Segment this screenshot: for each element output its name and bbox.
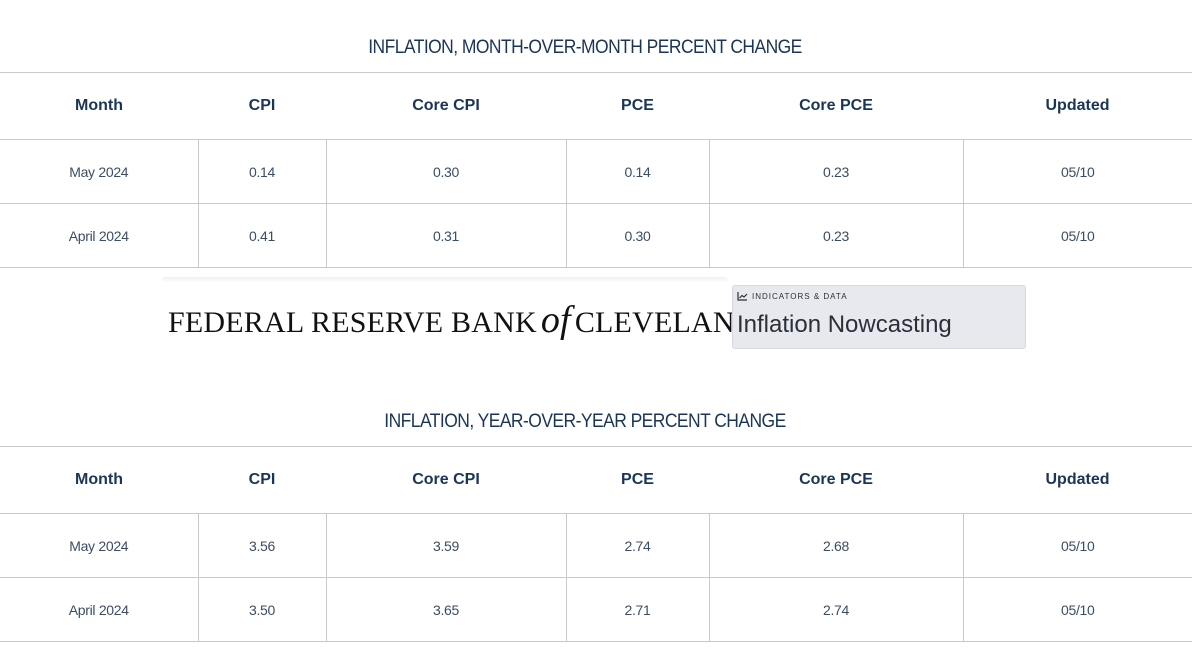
column-header-updated: Updated: [963, 72, 1192, 140]
column-header-core-cpi: Core CPI: [326, 446, 566, 514]
column-header-core-pce: Core PCE: [709, 446, 963, 514]
cell-month: May 2024: [0, 139, 198, 204]
year-over-year-title: INFLATION, YEAR-OVER-YEAR PERCENT CHANGE: [384, 411, 786, 432]
cell-updated: 05/10: [962, 203, 1192, 268]
cell-pce: 2.71: [565, 577, 709, 642]
column-header-pce: PCE: [566, 72, 709, 140]
badge-kicker: INDICATORS & DATA: [737, 292, 848, 301]
column-header-month: Month: [0, 446, 198, 514]
cell-updated: 05/10: [962, 577, 1192, 642]
cell-cpi: 0.41: [197, 203, 326, 268]
cell-month: April 2024: [0, 203, 198, 268]
cell-core-cpi: 0.30: [325, 139, 566, 204]
cell-core-cpi: 3.59: [325, 513, 566, 578]
cell-core-pce: 2.68: [708, 513, 963, 578]
table-header-row: Month CPI Core CPI PCE Core PCE Updated: [0, 446, 1192, 514]
table-header-row: Month CPI Core CPI PCE Core PCE Updated: [0, 72, 1192, 140]
cell-core-pce: 0.23: [708, 139, 963, 204]
column-header-updated: Updated: [963, 446, 1192, 514]
cell-updated: 05/10: [962, 513, 1192, 578]
badge-kicker-label: INDICATORS & DATA: [752, 292, 848, 301]
cell-pce: 0.30: [565, 203, 709, 268]
column-header-core-pce: Core PCE: [709, 72, 963, 140]
column-header-month: Month: [0, 72, 198, 140]
cell-month: April 2024: [0, 577, 198, 642]
column-header-cpi: CPI: [198, 446, 326, 514]
month-over-month-title: INFLATION, MONTH-OVER-MONTH PERCENT CHAN…: [368, 37, 802, 58]
cell-core-pce: 2.74: [708, 577, 963, 642]
cell-pce: 0.14: [565, 139, 709, 204]
cell-core-pce: 0.23: [708, 203, 963, 268]
cell-updated: 05/10: [962, 139, 1192, 204]
cell-cpi: 0.14: [197, 139, 326, 204]
column-header-core-cpi: Core CPI: [326, 72, 566, 140]
line-chart-icon: [737, 292, 748, 301]
badge-title: Inflation Nowcasting: [737, 311, 952, 338]
logo-strip: [162, 277, 728, 283]
cell-pce: 2.74: [565, 513, 709, 578]
inflation-nowcasting-badge: INDICATORS & DATA Inflation Nowcasting: [732, 285, 1026, 349]
table-row: May 2024 3.56 3.59 2.74 2.68 05/10: [0, 513, 1192, 578]
year-over-year-table: Month CPI Core CPI PCE Core PCE Updated …: [0, 446, 1192, 642]
table-row: April 2024 3.50 3.65 2.71 2.74 05/10: [0, 577, 1192, 642]
column-header-pce: PCE: [566, 446, 709, 514]
federal-reserve-bank-logo: FEDERAL RESERVE BANK of CLEVELAND: [168, 298, 757, 342]
cell-cpi: 3.56: [197, 513, 326, 578]
cell-core-cpi: 0.31: [325, 203, 566, 268]
column-header-cpi: CPI: [198, 72, 326, 140]
table-row: April 2024 0.41 0.31 0.30 0.23 05/10: [0, 203, 1192, 268]
table-row: May 2024 0.14 0.30 0.14 0.23 05/10: [0, 139, 1192, 204]
month-over-month-table: Month CPI Core CPI PCE Core PCE Updated …: [0, 72, 1192, 268]
cell-core-cpi: 3.65: [325, 577, 566, 642]
bank-name-of: of: [540, 299, 571, 341]
cell-month: May 2024: [0, 513, 198, 578]
bank-name-part1: FEDERAL RESERVE BANK: [168, 306, 537, 339]
cell-cpi: 3.50: [197, 577, 326, 642]
bank-name-part2: CLEVELAND: [574, 306, 757, 339]
